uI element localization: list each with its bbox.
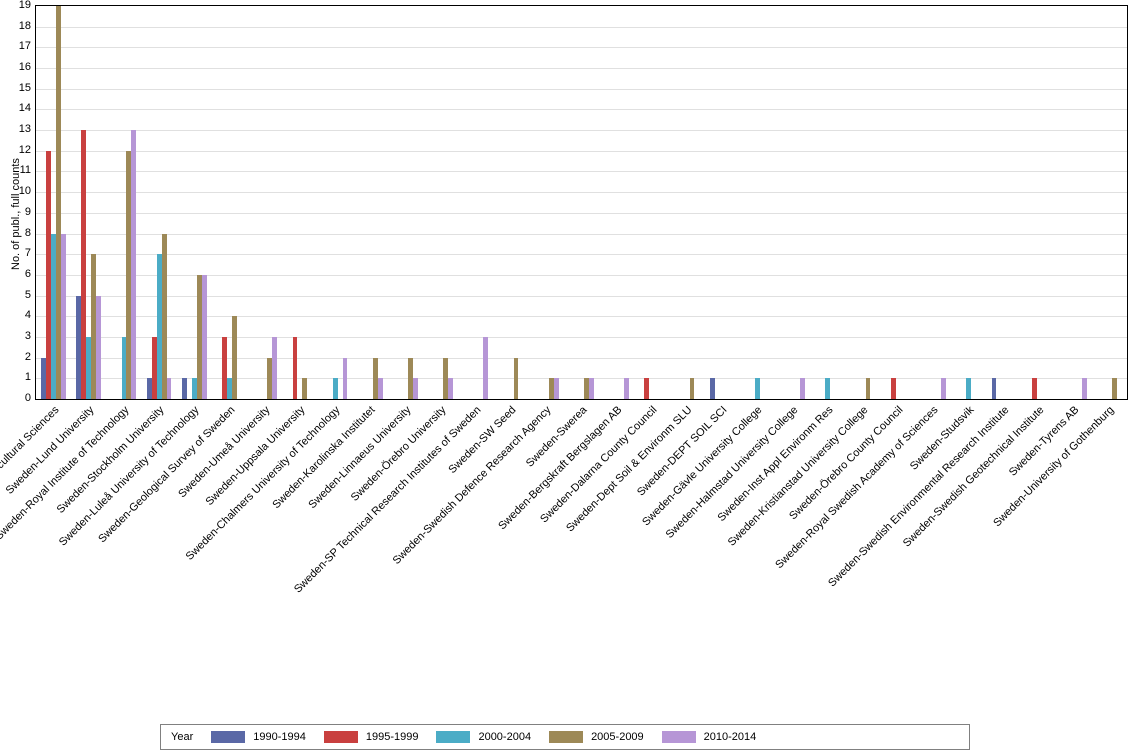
bar bbox=[514, 358, 519, 399]
bar bbox=[96, 296, 101, 399]
plot-area bbox=[35, 5, 1128, 400]
legend-swatch bbox=[549, 731, 583, 743]
bar bbox=[378, 378, 383, 399]
y-tick-label: 5 bbox=[13, 289, 31, 301]
gridline bbox=[36, 213, 1127, 214]
bar bbox=[710, 378, 715, 399]
y-tick-label: 2 bbox=[13, 351, 31, 363]
gridline bbox=[36, 27, 1127, 28]
bar bbox=[1112, 378, 1117, 399]
bar bbox=[202, 275, 207, 399]
bar bbox=[302, 378, 307, 399]
gridline bbox=[36, 151, 1127, 152]
legend-swatch bbox=[211, 731, 245, 743]
bar bbox=[333, 378, 338, 399]
legend-label: 2000-2004 bbox=[478, 731, 531, 743]
y-tick-label: 19 bbox=[13, 0, 31, 11]
bar bbox=[182, 378, 187, 399]
bar bbox=[343, 358, 348, 399]
y-tick-label: 6 bbox=[13, 268, 31, 280]
gridline bbox=[36, 130, 1127, 131]
legend-label: 1990-1994 bbox=[253, 731, 306, 743]
bar bbox=[61, 234, 66, 399]
bar bbox=[448, 378, 453, 399]
bar bbox=[589, 378, 594, 399]
bar bbox=[131, 130, 136, 399]
gridline bbox=[36, 254, 1127, 255]
y-tick-label: 13 bbox=[13, 123, 31, 135]
gridline bbox=[36, 192, 1127, 193]
bar bbox=[891, 378, 896, 399]
legend: Year 1990-1994 1995-1999 2000-2004 2005-200… bbox=[160, 724, 970, 750]
bar bbox=[1032, 378, 1037, 399]
legend-item: 2005-2009 bbox=[549, 731, 644, 743]
bar bbox=[755, 378, 760, 399]
bar bbox=[966, 378, 971, 399]
legend-item: 1995-1999 bbox=[324, 731, 419, 743]
gridline bbox=[36, 89, 1127, 90]
y-tick-label: 12 bbox=[13, 144, 31, 156]
y-tick-label: 10 bbox=[13, 185, 31, 197]
legend-label: 2005-2009 bbox=[591, 731, 644, 743]
y-tick-label: 7 bbox=[13, 247, 31, 259]
bar bbox=[992, 378, 997, 399]
bar bbox=[941, 378, 946, 399]
gridline bbox=[36, 109, 1127, 110]
legend-label: 1995-1999 bbox=[366, 731, 419, 743]
y-tick-label: 16 bbox=[13, 61, 31, 73]
gridline bbox=[36, 68, 1127, 69]
gridline bbox=[36, 234, 1127, 235]
y-tick-label: 14 bbox=[13, 102, 31, 114]
legend-label: 2010-2014 bbox=[704, 731, 757, 743]
bar bbox=[293, 337, 298, 399]
bar bbox=[483, 337, 488, 399]
bar bbox=[554, 378, 559, 399]
bar bbox=[232, 316, 237, 399]
legend-title: Year bbox=[171, 731, 193, 743]
y-tick-label: 4 bbox=[13, 309, 31, 321]
y-tick-label: 11 bbox=[13, 164, 31, 176]
bar bbox=[866, 378, 871, 399]
y-tick-label: 1 bbox=[13, 371, 31, 383]
bar bbox=[413, 378, 418, 399]
bar bbox=[1082, 378, 1087, 399]
gridline bbox=[36, 47, 1127, 48]
legend-item: 2010-2014 bbox=[662, 731, 757, 743]
y-tick-label: 8 bbox=[13, 227, 31, 239]
bar bbox=[644, 378, 649, 399]
y-tick-label: 18 bbox=[13, 20, 31, 32]
bar bbox=[825, 378, 830, 399]
legend-item: 1990-1994 bbox=[211, 731, 306, 743]
y-tick-label: 17 bbox=[13, 40, 31, 52]
bar bbox=[272, 337, 277, 399]
legend-item: 2000-2004 bbox=[436, 731, 531, 743]
y-tick-label: 0 bbox=[13, 392, 31, 404]
y-tick-label: 15 bbox=[13, 82, 31, 94]
bar bbox=[800, 378, 805, 399]
legend-swatch bbox=[436, 731, 470, 743]
chart-container: No. of publ., full counts 01234567891011… bbox=[0, 0, 1134, 756]
legend-swatch bbox=[324, 731, 358, 743]
y-tick-label: 3 bbox=[13, 330, 31, 342]
y-tick-label: 9 bbox=[13, 206, 31, 218]
legend-swatch bbox=[662, 731, 696, 743]
bar bbox=[624, 378, 629, 399]
bar bbox=[162, 234, 167, 399]
bar bbox=[690, 378, 695, 399]
gridline bbox=[36, 171, 1127, 172]
bar bbox=[167, 378, 172, 399]
